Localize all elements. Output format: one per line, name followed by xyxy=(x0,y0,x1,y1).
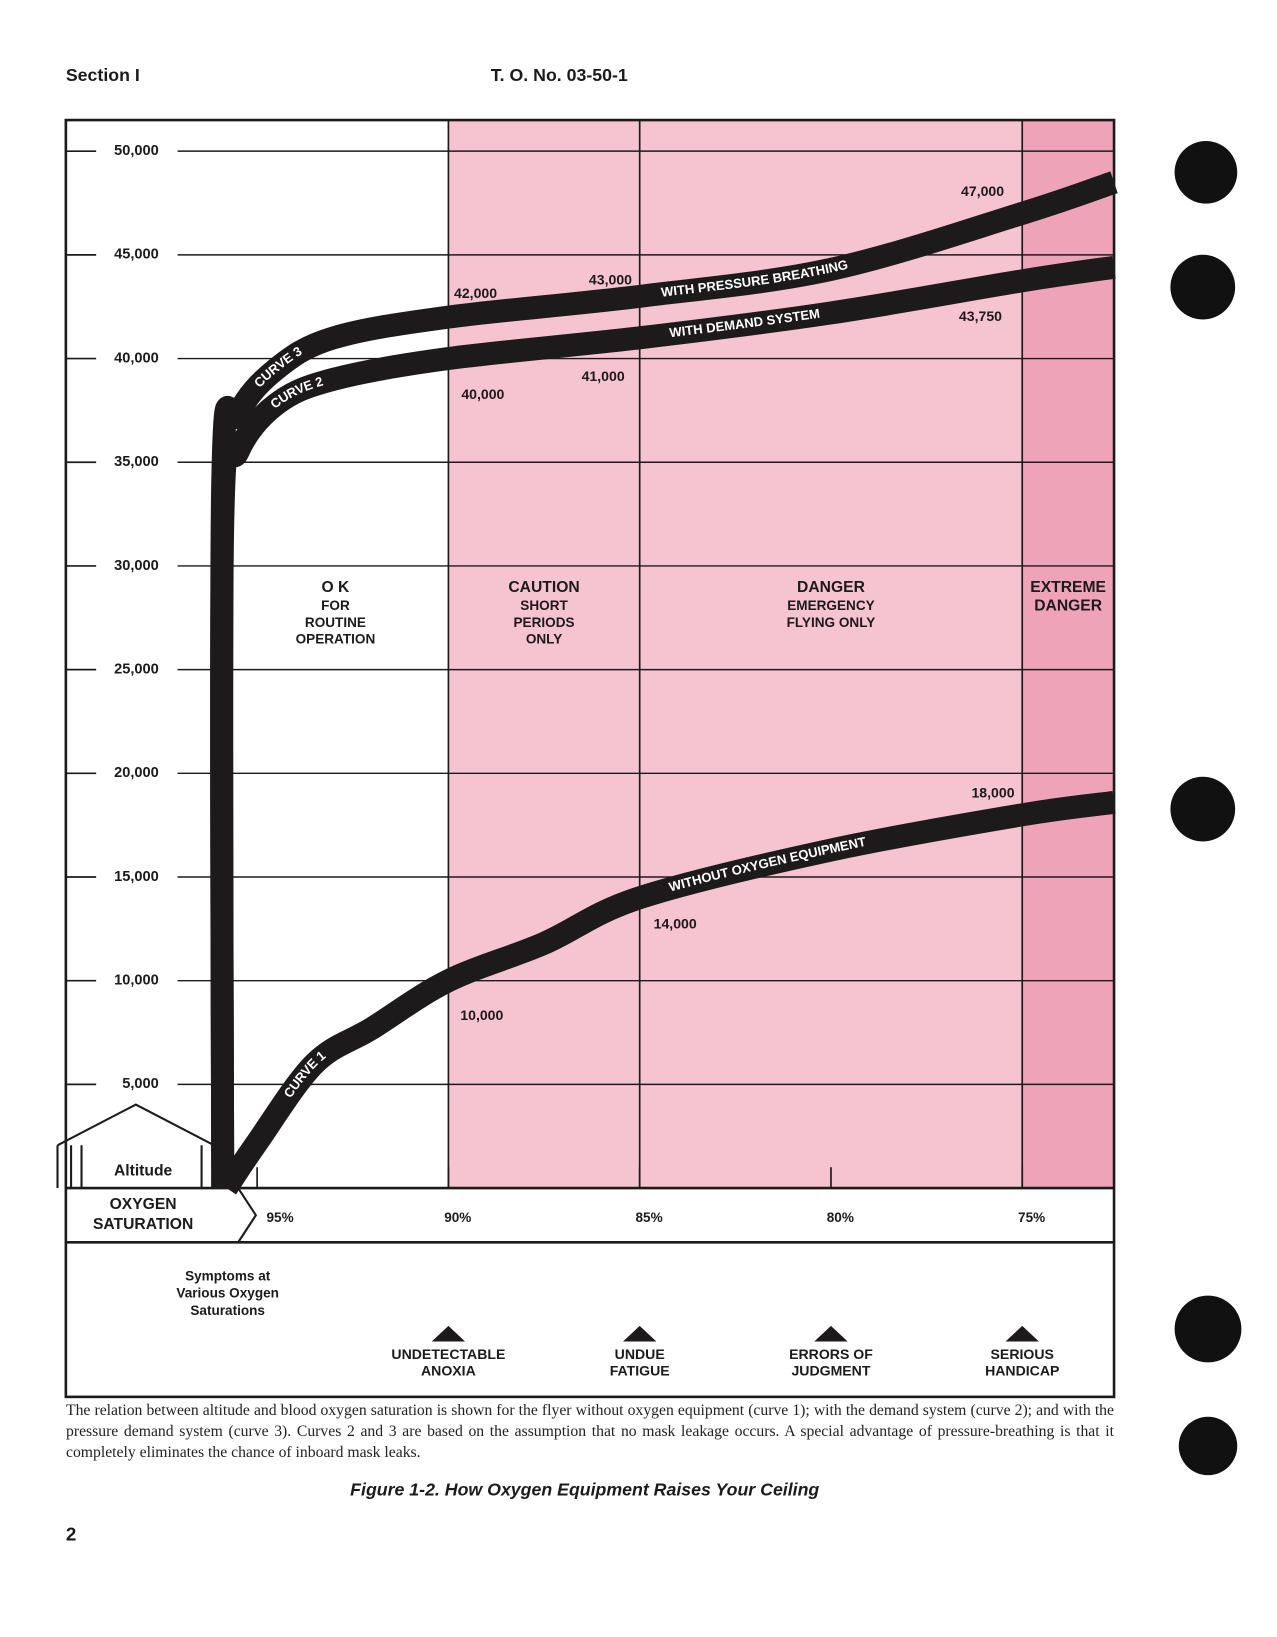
y-tick-label: 45,000 xyxy=(114,247,159,263)
value-label: 40,000 xyxy=(461,386,504,402)
value-label: 42,000 xyxy=(454,285,497,301)
zone-text: EMERGENCY xyxy=(787,598,874,613)
symptoms-title: Various Oxygen xyxy=(176,1286,279,1301)
symptom-marker xyxy=(1005,1325,1039,1342)
y-tick-label: 10,000 xyxy=(114,973,159,989)
zone-text: FLYING ONLY xyxy=(787,615,876,630)
value-label: 41,000 xyxy=(582,368,625,384)
doc-number: T. O. No. 03-50-1 xyxy=(491,65,628,85)
house xyxy=(57,1103,215,1147)
punch-hole xyxy=(1178,1416,1238,1476)
curve xyxy=(210,171,1118,1189)
y-tick-label: 30,000 xyxy=(114,558,159,574)
zone-title: CAUTION xyxy=(508,579,579,596)
value-label: 43,000 xyxy=(589,271,632,287)
caption: The relation between altitude and blood … xyxy=(66,1402,1114,1461)
y-tick-label: 35,000 xyxy=(114,454,159,470)
symptoms-title: Saturations xyxy=(190,1303,265,1318)
y-tick-label: 15,000 xyxy=(114,869,159,885)
zone-text: ROUTINE xyxy=(305,615,366,630)
house xyxy=(70,1145,216,1189)
y-axis-label: Altitude xyxy=(114,1163,173,1180)
curve xyxy=(216,790,1116,1195)
value-label: 14,000 xyxy=(654,916,697,932)
section-label: Section I xyxy=(66,65,140,85)
x-tick-label: 95% xyxy=(267,1210,294,1225)
symptom-marker xyxy=(622,1325,657,1342)
punch-hole xyxy=(1174,1295,1242,1363)
figure-title: Figure 1-2. How Oxygen Equipment Raises … xyxy=(350,1480,819,1500)
y-tick-label: 40,000 xyxy=(114,350,159,366)
x-tick-label: 80% xyxy=(827,1210,854,1225)
page-number: 2 xyxy=(66,1524,76,1545)
zone-text: PERIODS xyxy=(514,615,575,630)
chart: O K FOR ROUTINE OPERATION CAUTION SHORT PERIOD… xyxy=(56,118,1118,1399)
y-tick-label: 20,000 xyxy=(114,765,159,781)
x-label-arrow xyxy=(237,1187,258,1243)
value-label: 10,000 xyxy=(460,1007,503,1023)
symptom-text: JUDGMENT xyxy=(791,1363,870,1379)
symptom-text: HANDICAP xyxy=(985,1363,1059,1379)
frame xyxy=(64,118,1116,1399)
x-axis-label: OXYGEN xyxy=(110,1196,177,1213)
punch-hole xyxy=(1170,776,1236,842)
zone xyxy=(1022,120,1115,1189)
x-axis-label: SATURATION xyxy=(93,1216,193,1233)
symptom-text: ANOXIA xyxy=(421,1363,476,1379)
punch-hole xyxy=(1174,140,1238,204)
x-tick-label: 75% xyxy=(1018,1210,1045,1225)
symptom-text: UNDUE xyxy=(615,1346,665,1362)
symptom-text: SERIOUS xyxy=(991,1346,1054,1362)
zone-text: SHORT xyxy=(520,598,568,613)
zone-text: OPERATION xyxy=(296,632,376,647)
zone-text: ONLY xyxy=(526,632,562,647)
zone-text: FOR xyxy=(321,598,350,613)
symptoms-title: Symptoms at xyxy=(185,1268,271,1283)
symptom-text: ERRORS OF xyxy=(789,1346,873,1362)
y-tick-label: 25,000 xyxy=(114,661,159,677)
zone-title: DANGER xyxy=(1034,598,1102,615)
x-tick-label: 85% xyxy=(636,1210,663,1225)
symptom-text: UNDETECTABLE xyxy=(391,1346,505,1362)
zone-title: O K xyxy=(322,579,351,596)
zone-title: DANGER xyxy=(797,579,865,596)
y-tick-label: 5,000 xyxy=(122,1076,159,1092)
zone-title: EXTREME xyxy=(1030,579,1106,596)
symptom-text: FATIGUE xyxy=(610,1363,670,1379)
value-label: 47,000 xyxy=(961,183,1004,199)
value-label: 43,750 xyxy=(959,308,1002,324)
x-tick-label: 90% xyxy=(444,1210,471,1225)
y-tick-label: 50,000 xyxy=(114,143,159,159)
punch-hole xyxy=(1170,254,1236,320)
symptom-marker xyxy=(431,1325,466,1342)
symptom-marker xyxy=(814,1325,848,1342)
value-label: 18,000 xyxy=(971,785,1014,801)
